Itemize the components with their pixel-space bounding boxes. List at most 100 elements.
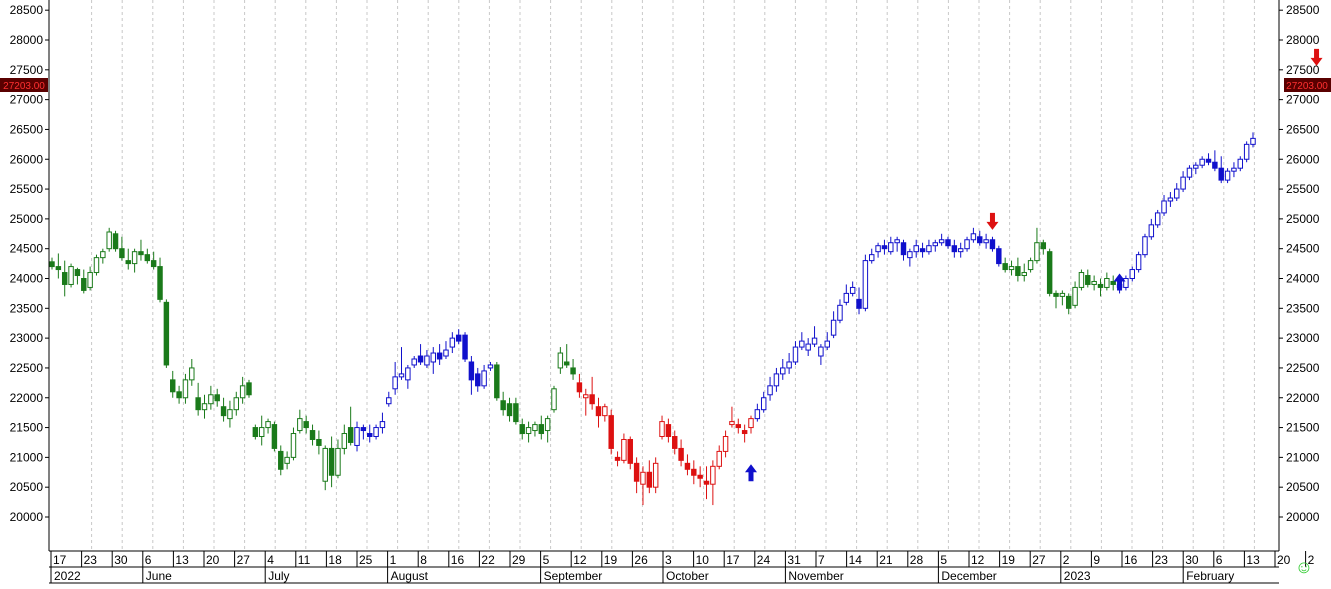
candle — [220, 397, 227, 422]
candle — [449, 332, 456, 354]
candle-body — [455, 334, 462, 342]
candle-body — [341, 433, 348, 449]
candle — [544, 415, 551, 443]
candle-body — [208, 394, 214, 405]
y-tick-label-right: 20500 — [1286, 480, 1320, 494]
x-tick-label: 16 — [1124, 553, 1138, 567]
candle-body — [913, 245, 919, 253]
candle — [818, 344, 824, 365]
x-tick-label: 26 — [634, 553, 648, 567]
x-tick-label: 2 — [1063, 553, 1070, 567]
candle — [621, 433, 627, 464]
candle — [926, 239, 932, 255]
candle — [665, 418, 672, 443]
candle-body — [741, 430, 748, 435]
candle-body — [659, 421, 665, 438]
candle — [805, 338, 811, 357]
candle — [309, 424, 316, 446]
x-tick-label: 5 — [543, 553, 550, 567]
candle-body — [792, 346, 799, 363]
candle-body — [1104, 278, 1110, 288]
candle-body — [100, 251, 106, 259]
smiley-icon[interactable]: ☺ — [1294, 557, 1314, 577]
candle — [87, 266, 93, 291]
candle — [780, 358, 786, 380]
candle-body — [360, 427, 367, 432]
candle-body — [710, 465, 716, 485]
candle-body — [570, 367, 576, 375]
candle-body — [786, 361, 792, 369]
candle — [907, 248, 913, 267]
candle-body — [386, 397, 392, 405]
candle — [932, 239, 938, 252]
y-tick-label-left: 21000 — [10, 450, 44, 464]
candle-body — [398, 373, 405, 378]
x-tick-label: 11 — [298, 553, 311, 567]
x-tick-label: 12 — [573, 553, 587, 567]
candle-body — [996, 248, 1002, 265]
candle — [589, 376, 595, 410]
last-price-tag-left-bg — [0, 78, 48, 92]
candle — [239, 376, 246, 404]
last-price-tags: 27203.00 27203.00 — [0, 78, 1331, 92]
x-tick-label: 12 — [971, 553, 985, 567]
x-tick-label: 30 — [1185, 553, 1199, 567]
y-tick-label-left: 20000 — [10, 510, 44, 524]
candle-body — [957, 248, 964, 253]
candle — [1002, 257, 1008, 273]
candle — [297, 409, 303, 434]
candle-body — [252, 427, 259, 438]
candle — [500, 391, 506, 416]
candle-body — [818, 346, 824, 357]
candle-body — [538, 424, 545, 435]
candle — [951, 239, 958, 258]
candle — [227, 400, 233, 428]
candle — [881, 239, 888, 255]
y-tick-label-left: 26000 — [10, 152, 44, 166]
x-tick-label: 19 — [604, 553, 618, 567]
candle — [347, 406, 354, 446]
y-tick-label-right: 21500 — [1286, 421, 1320, 435]
candle — [1212, 150, 1218, 172]
candle — [1091, 275, 1097, 291]
candle — [583, 388, 589, 416]
y-tick-label-right: 24500 — [1286, 242, 1320, 256]
candle-body — [1199, 158, 1205, 166]
candle-body — [894, 239, 900, 244]
buy-arrow-icon — [1113, 273, 1126, 291]
candle-body — [824, 340, 830, 348]
candle — [646, 460, 653, 494]
candle — [1142, 233, 1148, 258]
candle — [741, 424, 748, 443]
candle-body — [1015, 266, 1021, 277]
candle — [494, 361, 500, 401]
candle-body — [589, 394, 595, 405]
y-tick-label-left: 22000 — [10, 391, 44, 405]
candle-body — [754, 409, 761, 420]
candle — [570, 358, 576, 380]
y-axis-left: 20000 20500 21000 21500 22000 22500 23000 23500… — [10, 3, 49, 524]
candle-body — [970, 233, 977, 241]
candle-body — [1212, 161, 1218, 169]
candle-body — [468, 361, 475, 381]
x-tick-label: 13 — [1246, 553, 1260, 567]
candle-body — [513, 403, 519, 423]
candle-body — [519, 424, 525, 435]
candle — [792, 341, 799, 365]
candle — [487, 361, 494, 371]
candle-body — [68, 266, 74, 285]
candle-body — [1237, 158, 1244, 169]
month-label: August — [391, 569, 429, 583]
candle — [481, 364, 487, 389]
candle — [1186, 165, 1193, 181]
x-tick-label: 27 — [1032, 553, 1046, 567]
candle-body — [1065, 295, 1072, 309]
candle — [900, 239, 907, 261]
candle-body — [227, 409, 233, 420]
candle — [1167, 192, 1174, 207]
candle-body — [316, 438, 322, 446]
last-price-tag-left: 27203.00 — [3, 81, 45, 92]
candle — [1180, 171, 1186, 193]
month-label: December — [941, 569, 996, 583]
month-label: October — [666, 569, 709, 583]
